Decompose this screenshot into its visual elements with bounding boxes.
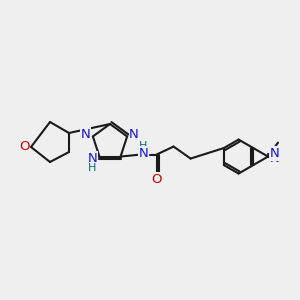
Text: O: O [151, 173, 162, 186]
Text: N: N [88, 152, 97, 165]
Text: N: N [139, 147, 148, 160]
Text: N: N [270, 152, 280, 165]
Text: H: H [88, 163, 97, 172]
Text: N: N [81, 128, 91, 141]
Text: H: H [138, 141, 147, 151]
Text: N: N [129, 128, 139, 141]
Text: O: O [19, 140, 29, 154]
Text: N: N [270, 147, 280, 160]
